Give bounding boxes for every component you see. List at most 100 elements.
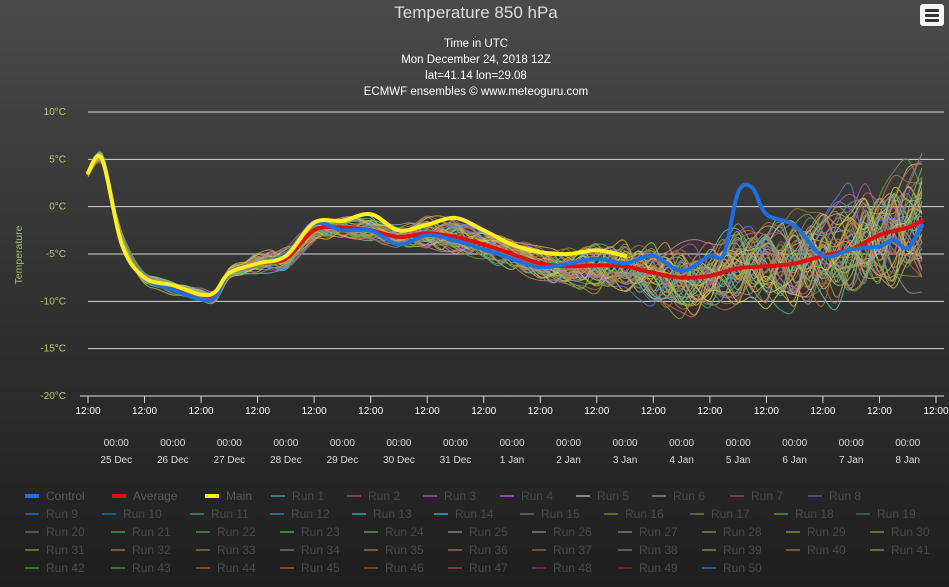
y-tick-label: 0°C [49,202,66,213]
legend-item: Run 7 [730,489,783,503]
legend-label: Run 2 [368,489,400,503]
legend-label: Run 35 [385,543,424,557]
day-tick-time: 00:00 [839,438,864,449]
legend-label: Run 9 [46,507,78,521]
ensemble-run-line [87,156,923,307]
legend-label: Run 3 [444,489,476,503]
x-tick-label: 12:00 [132,406,157,417]
legend-item: Run 12 [270,507,330,521]
legend-item: Run 24 [364,525,424,539]
legend-item: Run 33 [196,543,256,557]
y-tick-label: 10°C [44,107,66,118]
series-line-control [86,154,924,303]
x-tick-label: 12:00 [810,406,835,417]
day-tick-time: 00:00 [895,438,920,449]
day-tick-date: 2 Jan [556,455,580,466]
day-tick-time: 00:00 [160,438,185,449]
subtitle-line-2: Mon December 24, 2018 12Z [401,54,551,66]
day-tick-time: 00:00 [386,438,411,449]
day-tick-time: 00:00 [104,438,129,449]
legend-item: Run 19 [856,507,916,521]
y-tick-label: 5°C [49,154,66,165]
legend-item: Run 14 [434,507,494,521]
legend-label: Run 19 [877,507,916,521]
legend-label: Run 45 [301,561,340,575]
legend-label: Run 48 [553,561,592,575]
legend-item: Average [112,489,178,503]
legend-item: Run 46 [364,561,424,575]
y-tick-label: -15°C [40,344,66,355]
legend-label: Run 4 [521,489,553,503]
day-tick-date: 5 Jan [726,455,750,466]
subtitle-line-1: Time in UTC [444,38,508,50]
x-tick-label: 12:00 [245,406,270,417]
legend-item: Run 9 [25,507,78,521]
legend-label: Run 26 [553,525,592,539]
legend-item: Run 4 [500,489,553,503]
legend-label: Run 44 [217,561,256,575]
legend-label: Run 47 [469,561,508,575]
legend: Control Average Main Run 1 Run 2 Run 3 Run 4 Ru… [25,489,930,575]
legend-label: Run 46 [385,561,424,575]
day-tick-date: 7 Jan [839,455,863,466]
day-tick-date: 30 Dec [383,455,415,466]
legend-label: Run 41 [891,543,930,557]
legend-label: Run 6 [673,489,705,503]
x-tick-label: 12:00 [358,406,383,417]
legend-label: Run 36 [469,543,508,557]
legend-item: Run 1 [271,489,324,503]
day-tick-time: 00:00 [556,438,581,449]
y-tick-label: -20°C [40,391,66,402]
day-tick-time: 00:00 [273,438,298,449]
legend-label: Run 49 [639,561,678,575]
legend-label: Run 16 [625,507,664,521]
x-axis: 12:00 12:00 12:00 12:00 12:00 12:00 12:00 12:00… [75,395,949,466]
legend-item: Run 43 [111,561,171,575]
legend-label: Run 8 [829,489,861,503]
subtitle-line-3: lat=41.14 lon=29.08 [425,70,527,82]
legend-label: Run 22 [217,525,256,539]
legend-label: Run 30 [891,525,930,539]
day-tick-date: 3 Jan [613,455,637,466]
legend-item: Run 36 [448,543,508,557]
legend-label: Run 11 [211,507,249,521]
legend-item: Run 10 [102,507,162,521]
legend-label: Average [133,489,178,503]
legend-label: Run 39 [723,543,762,557]
ensemble-run-line [87,156,923,306]
legend-item: Run 27 [618,525,678,539]
series-line-main [86,154,628,298]
legend-label: Run 40 [807,543,846,557]
x-tick-label: 12:00 [189,406,214,417]
x-tick-label: 12:00 [923,406,948,417]
legend-label: Run 1 [292,489,324,503]
day-tick-time: 00:00 [726,438,751,449]
legend-item: Run 15 [520,507,580,521]
y-tick-label: -10°C [40,296,66,307]
chart-menu-button[interactable] [920,4,944,26]
legend-label: Run 50 [723,561,762,575]
legend-item: Run 32 [111,543,171,557]
day-tick-date: 4 Jan [669,455,693,466]
menu-icon-bar [925,19,939,22]
legend-label: Run 17 [711,507,750,521]
legend-item: Run 17 [690,507,750,521]
legend-label: Main [226,489,252,503]
legend-item: Run 8 [808,489,861,503]
legend-item: Run 31 [25,543,85,557]
day-tick-time: 00:00 [782,438,807,449]
x-tick-label: 12:00 [697,406,722,417]
main-series-lines [86,154,924,303]
y-axis-label: Temperature [13,225,25,284]
x-tick-label: 12:00 [754,406,779,417]
legend-item: Run 29 [786,525,846,539]
legend-item: Run 37 [532,543,592,557]
legend-item: Run 35 [364,543,424,557]
day-tick-date: 26 Dec [157,455,189,466]
x-tick-label: 12:00 [415,406,440,417]
legend-item: Main [205,489,252,503]
x-tick-label: 12:00 [302,406,327,417]
legend-item: Run 21 [111,525,171,539]
legend-label: Run 14 [455,507,494,521]
